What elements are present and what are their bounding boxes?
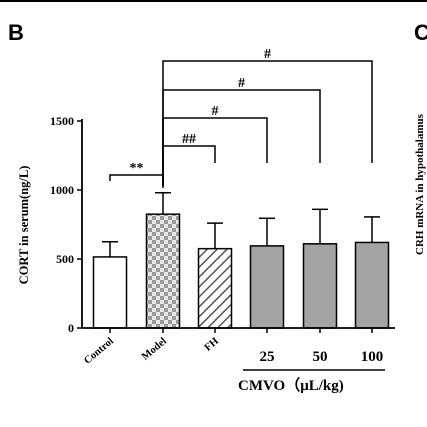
x-tick-label: 25 — [260, 349, 275, 365]
significance-label: # — [212, 104, 219, 119]
x-axis-label: CMVO（μL/kg) — [238, 376, 344, 394]
significance-bracket — [162, 145, 216, 186]
x-tick-label: Model — [140, 336, 169, 363]
significance-bracket — [162, 60, 373, 186]
next-panel-label: C — [414, 20, 427, 45]
significance-label: # — [238, 76, 245, 91]
significance-bracket — [109, 174, 164, 188]
y-tick-label: 0 — [68, 321, 74, 335]
significance-label: ## — [182, 132, 196, 147]
x-tick-label: FH — [203, 336, 221, 354]
bar-fh — [197, 247, 233, 329]
bar-100 — [354, 241, 390, 329]
bar-model — [145, 213, 181, 329]
right-cut-label: CRH mRNA in hypothalamus — [414, 113, 426, 255]
panel-label: B — [8, 20, 24, 45]
y-tick-label: 500 — [56, 252, 74, 266]
x-tick-label: 50 — [313, 349, 328, 365]
y-tick-label: 1000 — [50, 183, 74, 197]
significance-label: # — [264, 47, 271, 62]
significance-label: ** — [130, 161, 144, 176]
y-tick-label: 1500 — [50, 114, 74, 128]
x-tick-label: 100 — [361, 349, 384, 365]
y-axis-label: CORT in serum(ng/L) — [17, 166, 31, 285]
bar-50 — [302, 243, 338, 329]
bar-25 — [249, 245, 285, 329]
bar-control — [92, 256, 128, 329]
x-tick-label: Control — [82, 336, 116, 367]
